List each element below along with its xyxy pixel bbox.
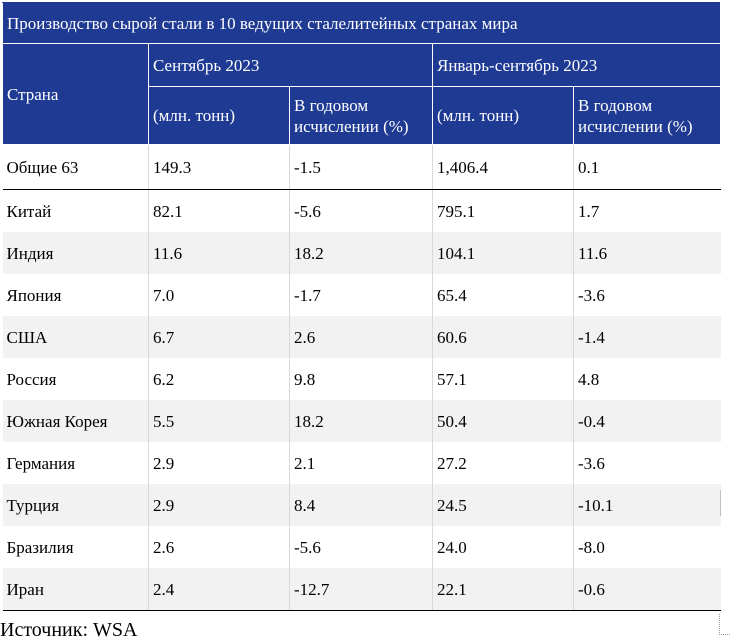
sep-yoy: -12.7 [289,568,433,611]
country-name: Германия [2,442,149,484]
header-unit-jan-sep: (млн. тонн) [432,86,574,145]
ytd-value: 22.1 [432,568,574,611]
sep-yoy: 9.8 [289,358,433,400]
corner-mark [719,614,730,635]
table-row: США 6.7 2.6 60.6 -1.4 [2,316,721,358]
header-row-units: (млн. тонн) В годовом исчислении (%) (мл… [3,86,722,145]
country-name: США [2,316,149,358]
ytd-value: 50.4 [432,400,574,442]
table-row: Южная Корея 5.5 18.2 50.4 -0.4 [2,400,721,442]
ytd-value: 27.2 [432,442,574,484]
data-table: Производство сырой стали в 10 ведущих ст… [1,2,722,611]
table-row: Россия 6.2 9.8 57.1 4.8 [2,358,721,400]
total-row: Общие 63 149.3 -1.5 1,406.4 0.1 [2,144,721,190]
divider-line [720,490,721,516]
country-name: Индия [2,232,149,274]
header-period-september: Сентябрь 2023 [148,43,433,87]
table-row: Индия 11.6 18.2 104.1 11.6 [2,232,721,274]
table-row: Иран 2.4 -12.7 22.1 -0.6 [2,568,721,611]
sep-yoy: 2.6 [289,316,433,358]
ytd-yoy: -0.4 [573,400,721,442]
table-row: Япония 7.0 -1.7 65.4 -3.6 [2,274,721,316]
sep-value: 6.7 [148,316,290,358]
ytd-yoy: -3.6 [578,453,605,473]
ytd-yoy: 11.6 [573,232,721,274]
table-row: Китай 82.1 -5.6 795.1 1.7 [2,189,721,232]
ytd-value: 795.1 [432,189,574,232]
ytd-value: 24.5 [432,484,574,526]
header-period-jan-sep: Январь-сентябрь 2023 [431,43,722,87]
ytd-yoy: -3.6 [578,285,605,305]
ytd-value: 24.0 [432,526,574,568]
total-ytd-yoy: 0.1 [573,144,721,190]
sep-yoy: -5.6 [289,526,433,568]
sep-yoy: 8.4 [289,484,433,526]
country-name: Бразилия [2,526,149,568]
ytd-yoy: -8.0 [578,537,605,557]
sep-yoy: -5.6 [289,189,433,232]
ytd-yoy: -0.6 [573,568,721,611]
ytd-value: 57.1 [432,358,574,400]
sep-value: 2.9 [148,484,290,526]
total-sep-yoy: -1.5 [289,144,433,190]
ytd-yoy: -1.4 [573,316,721,358]
sep-value: 6.2 [148,358,290,400]
sep-value: 2.9 [148,442,290,484]
header-country: Страна [2,43,149,145]
sep-value: 2.4 [148,568,290,611]
table-row: Турция 2.9 8.4 24.5 -10.1 [2,484,721,526]
sep-value: 82.1 [148,189,290,232]
country-name: Япония [2,274,149,316]
country-name: Россия [2,358,149,400]
steel-production-table: Производство сырой стали в 10 ведущих ст… [1,2,722,611]
country-name: Иран [2,568,149,611]
sep-yoy: 2.1 [289,442,433,484]
header-row-periods: Страна Сентябрь 2023 Январь-сентябрь 202… [2,43,722,145]
ytd-value: 65.4 [432,274,574,316]
table-title: Производство сырой стали в 10 ведущих ст… [1,2,722,44]
country-name: Южная Корея [2,400,149,442]
title-row: Производство сырой стали в 10 ведущих ст… [1,2,722,44]
sep-value: 5.5 [148,400,290,442]
ytd-yoy: 4.8 [578,369,600,389]
ytd-yoy: 1.7 [578,201,600,221]
sep-value: 11.6 [148,232,290,274]
table-row: Германия 2.9 2.1 27.2 -3.6 [2,442,721,484]
header-yoy-september: В годовом исчислении (%) [289,86,433,145]
ytd-yoy: -10.1 [573,484,721,526]
total-sep-value: 149.3 [148,144,290,190]
sep-yoy: 18.2 [289,400,433,442]
ytd-value: 60.6 [432,316,574,358]
total-ytd-value: 1,406.4 [432,144,574,190]
ytd-value: 104.1 [432,232,574,274]
country-name: Китай [2,189,149,232]
country-name: Турция [2,484,149,526]
sep-value: 2.6 [148,526,290,568]
sep-yoy: 18.2 [289,232,433,274]
sep-yoy: -1.7 [289,274,433,316]
total-name: Общие 63 [2,144,149,190]
table-row: Бразилия 2.6 -5.6 24.0 -8.0 [2,526,721,568]
header-unit-september: (млн. тонн) [148,86,290,145]
source-note: Источник: WSA [0,619,138,641]
header-yoy-jan-sep: В годовом исчислении (%) [572,86,722,145]
sep-value: 7.0 [148,274,290,316]
